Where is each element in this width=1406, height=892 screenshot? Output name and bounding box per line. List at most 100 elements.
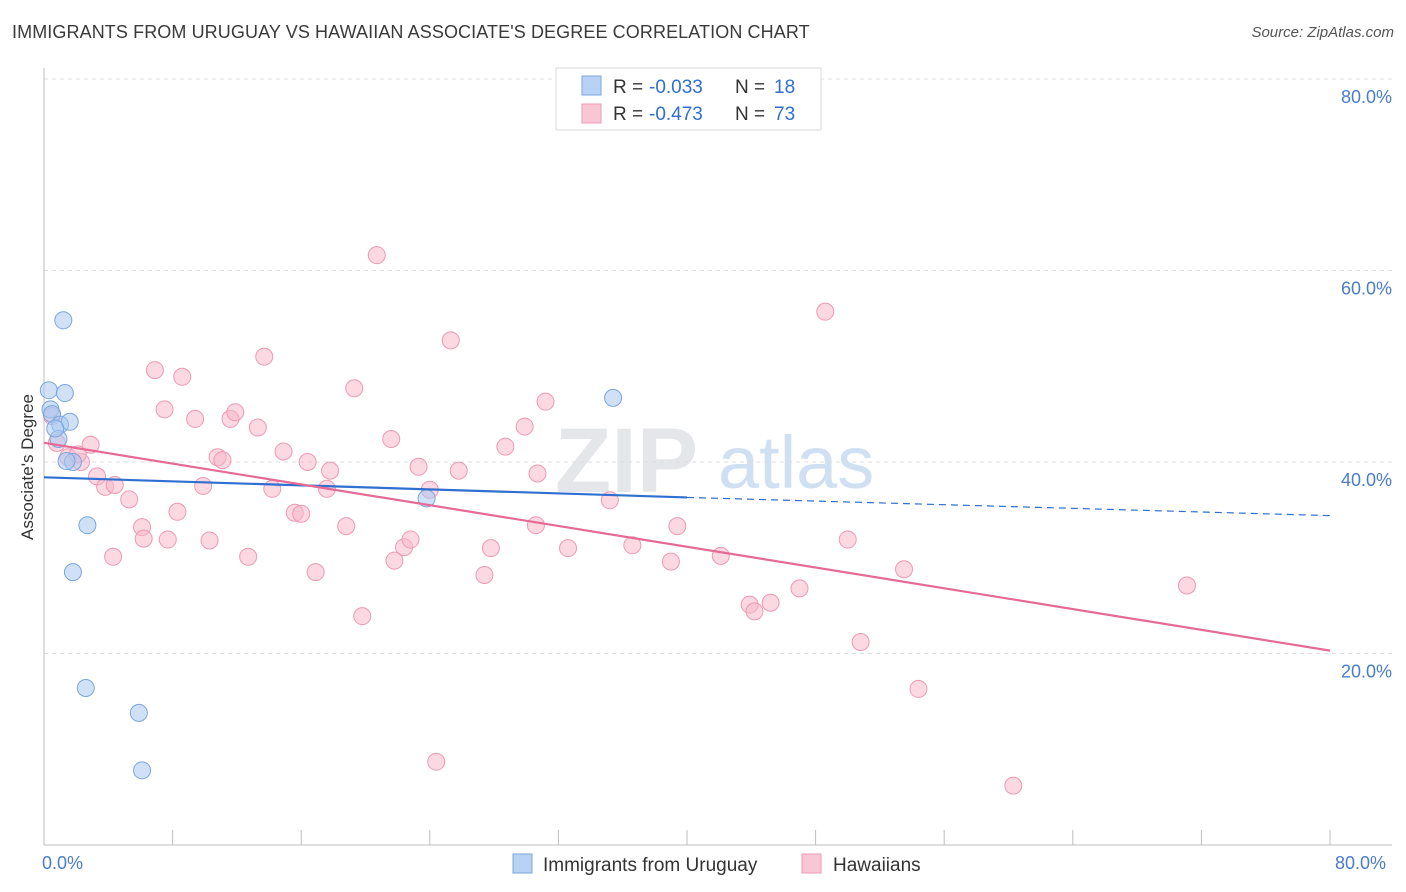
y-tick-label-20: 20.0% xyxy=(1341,662,1392,682)
hawaiian-point-39 xyxy=(382,430,401,449)
hawaiian-point-52 xyxy=(526,516,545,535)
gridlines xyxy=(44,78,1392,654)
x-tick-label-max: 80.0% xyxy=(1335,853,1386,873)
hawaiian-point-24 xyxy=(239,547,258,566)
y-tick-label-60: 60.0% xyxy=(1341,279,1392,299)
uruguay-point-13 xyxy=(133,761,152,780)
y-axis-label: Associate's Degree xyxy=(18,394,37,540)
hawaiian-point-30 xyxy=(292,504,311,523)
hawaiian-point-15 xyxy=(168,502,187,521)
y-tick-labels: 20.0% 40.0% 60.0% 80.0% xyxy=(1341,87,1392,682)
hawaiian-point-31 xyxy=(298,453,317,471)
hawaiian-point-18 xyxy=(194,476,213,495)
hawaiian-point-21 xyxy=(213,451,232,470)
legend-n-label-1: N = xyxy=(735,77,765,98)
bottom-legend-swatch-blue xyxy=(512,853,533,874)
uruguay-point-12 xyxy=(129,703,148,722)
hawaiian-trend-line xyxy=(43,441,1331,652)
bottom-legend-label-hawaiians: Hawaiians xyxy=(833,855,921,876)
source-label: Source: ZipAtlas.com xyxy=(1251,24,1394,41)
hawaiian-point-50 xyxy=(496,437,515,456)
hawaiian-point-68 xyxy=(895,560,914,579)
hawaiian-point-60 xyxy=(711,546,730,565)
hawaiian-point-65 xyxy=(816,302,835,321)
hawaiian-point-25 xyxy=(248,418,267,437)
y-tick-label-80: 80.0% xyxy=(1341,87,1392,107)
legend-r-label-1: R = xyxy=(613,77,643,98)
hawaiian-point-37 xyxy=(353,607,372,626)
legend-r-value-1: -0.033 xyxy=(649,77,703,98)
legend-swatch-blue xyxy=(581,75,602,96)
uruguay-point-9 xyxy=(63,563,82,582)
uruguay-point-17 xyxy=(57,452,76,471)
hawaiian-point-48 xyxy=(475,565,494,584)
legend-swatch-pink xyxy=(581,103,602,124)
hawaiian-point-69 xyxy=(909,679,928,698)
hawaiian-point-19 xyxy=(200,531,219,550)
hawaiian-point-62 xyxy=(745,602,764,621)
hawaiian-point-67 xyxy=(851,633,870,652)
hawaiian-point-43 xyxy=(409,457,428,476)
legend-n-label-2: N = xyxy=(735,104,765,125)
hawaiian-point-13 xyxy=(155,400,174,419)
hawaiians-points xyxy=(43,246,1196,795)
hawaiian-point-16 xyxy=(173,367,192,386)
hawaiian-point-55 xyxy=(559,539,578,558)
uruguay-points xyxy=(39,311,623,780)
hawaiian-point-47 xyxy=(449,461,468,480)
hawaiian-point-27 xyxy=(263,479,282,498)
hawaiian-point-42 xyxy=(401,530,420,549)
uruguay-point-7 xyxy=(54,311,73,330)
hawaiian-point-70 xyxy=(1004,776,1023,795)
uruguay-point-15 xyxy=(604,388,623,407)
hawaiian-point-32 xyxy=(306,563,325,582)
hawaiian-point-46 xyxy=(441,331,460,350)
hawaiian-point-40 xyxy=(385,551,404,570)
hawaiian-point-53 xyxy=(528,464,547,483)
legend-n-value-1: 18 xyxy=(774,77,795,98)
hawaiian-point-38 xyxy=(367,246,386,265)
hawaiian-point-51 xyxy=(515,417,534,436)
legend-n-value-2: 73 xyxy=(774,104,795,125)
hawaiian-point-11 xyxy=(134,529,153,548)
hawaiian-point-59 xyxy=(668,517,687,536)
hawaiian-point-14 xyxy=(158,530,177,549)
y-tick-label-40: 40.0% xyxy=(1341,470,1392,490)
hawaiian-point-35 xyxy=(337,517,356,536)
uruguay-point-3 xyxy=(55,384,74,403)
hawaiian-point-66 xyxy=(838,530,857,549)
series-legend: Immigrants from Uruguay Hawaiians xyxy=(512,853,921,876)
uruguay-trend-extension xyxy=(686,496,1331,517)
hawaiian-point-45 xyxy=(427,752,446,771)
uruguay-point-16 xyxy=(46,419,65,438)
hawaiian-point-71 xyxy=(1177,576,1196,595)
hawaiian-point-26 xyxy=(255,347,274,366)
hawaiian-point-54 xyxy=(536,392,555,411)
uruguay-point-11 xyxy=(76,678,95,697)
x-tick-label-min: 0.0% xyxy=(42,853,83,873)
axes xyxy=(43,68,1392,846)
uruguay-point-10 xyxy=(78,516,97,535)
uruguay-trend-line xyxy=(43,476,688,499)
hawaiian-point-28 xyxy=(274,442,293,461)
hawaiian-point-34 xyxy=(321,461,340,480)
hawaiian-point-49 xyxy=(481,539,500,558)
hawaiian-point-8 xyxy=(120,490,139,509)
hawaiian-point-23 xyxy=(226,403,245,422)
legend-r-label-2: R = xyxy=(613,104,643,125)
x-tick-marks xyxy=(172,830,1331,845)
uruguay-point-0 xyxy=(39,381,58,400)
hawaiian-point-17 xyxy=(186,409,205,428)
hawaiian-point-64 xyxy=(790,579,809,598)
chart-title: IMMIGRANTS FROM URUGUAY VS HAWAIIAN ASSO… xyxy=(12,22,810,42)
hawaiian-point-36 xyxy=(345,379,364,398)
bottom-legend-label-uruguay: Immigrants from Uruguay xyxy=(543,855,758,876)
hawaiian-point-58 xyxy=(661,552,680,571)
hawaiian-point-9 xyxy=(104,547,123,566)
hawaiian-point-63 xyxy=(761,593,780,612)
trend-lines xyxy=(43,441,1331,652)
hawaiian-point-12 xyxy=(145,361,164,380)
bottom-legend-swatch-pink xyxy=(801,853,822,874)
legend-r-value-2: -0.473 xyxy=(649,104,703,125)
